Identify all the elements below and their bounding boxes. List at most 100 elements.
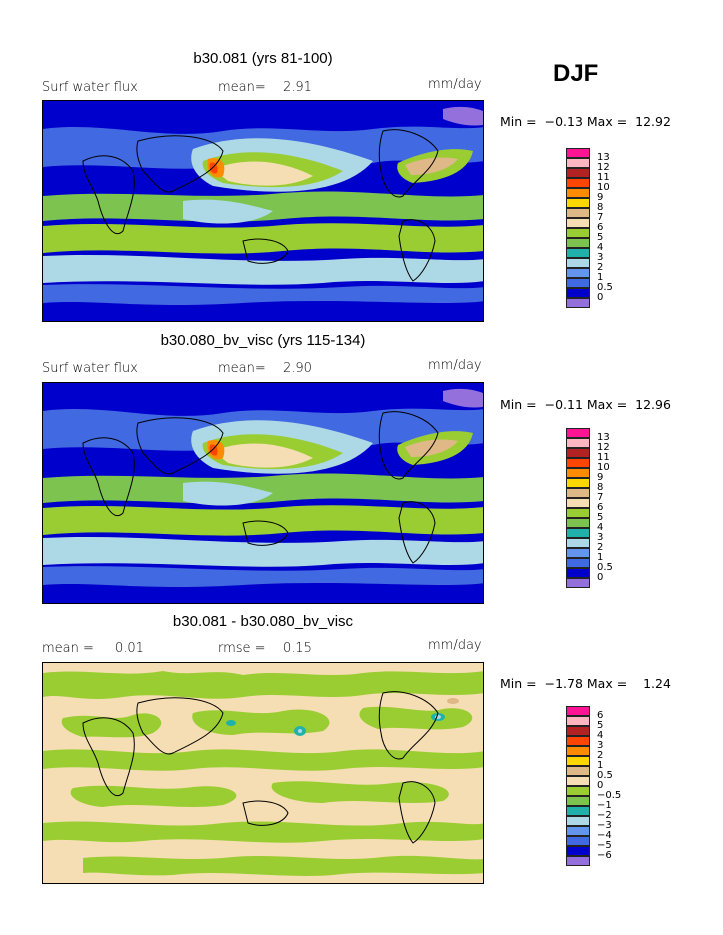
colorbar-swatch [566,438,590,448]
colorbar-swatch [566,766,590,776]
colorbar-label: 3 [597,740,604,751]
colorbar-swatch [566,836,590,846]
colorbar-swatch [566,706,590,716]
colorbar-label: 0.5 [597,770,613,781]
colorbar-label: 2 [597,262,604,273]
colorbar-label: −1 [597,800,612,811]
panel-1-min-label: Min = [500,114,537,129]
colorbar-label: 0 [597,572,604,583]
colorbar-swatch [566,208,590,218]
colorbar-swatch [566,786,590,796]
colorbar-label: 0 [597,780,604,791]
colorbar-label: 9 [597,192,604,203]
panel-1-minmax: Min = −0.13 Max = 12.92 [500,114,722,129]
panel-2-mean-value: 2.90 [283,361,312,376]
colorbar-swatch [566,288,590,298]
colorbar-label: −2 [597,810,612,821]
panel-1-mean-label: mean= [218,80,266,95]
panel-3-max-label: Max = [586,676,628,691]
panel-2-max-value: 12.96 [635,397,671,412]
colorbar-swatch [566,558,590,568]
colorbar-label: 3 [597,252,604,263]
panel-1-min-value: −0.13 [544,114,583,129]
colorbar-label: 1 [597,760,604,771]
colorbar-label: 13 [597,152,610,163]
colorbar-swatch [566,776,590,786]
panel-3-map-canvas [43,663,483,883]
panel-2-minmax: Min = −0.11 Max = 12.96 [500,397,722,412]
colorbar-swatch [566,578,590,588]
colorbar-swatch [566,816,590,826]
colorbar-swatch [566,488,590,498]
colorbar-label: 5 [597,512,604,523]
colorbar-swatch [566,498,590,508]
colorbar-label: 5 [597,720,604,731]
panel-2-min-value: −0.11 [544,397,583,412]
colorbar-swatch [566,158,590,168]
panel-3-rmse-label: rmse = [218,641,266,656]
colorbar-swatch [566,228,590,238]
colorbar-label: 13 [597,432,610,443]
colorbar-swatch [566,448,590,458]
colorbar-swatch [566,548,590,558]
panel-2-variable-label: Surf water flux [42,361,138,376]
colorbar-swatch [566,538,590,548]
colorbar-swatch [566,746,590,756]
colorbar-swatch [566,528,590,538]
panel-3-title: b30.081 - b30.080_bv_visc [172,613,354,630]
colorbar-swatch [566,198,590,208]
panel-3-units: mm/day [428,638,482,653]
panel-3-min-value: −1.78 [544,676,583,691]
colorbar-label: 2 [597,750,604,761]
colorbar-swatch [566,218,590,228]
colorbar-label: 1 [597,272,604,283]
panel-1-mean-value: 2.91 [283,80,312,95]
colorbar-label: 10 [597,462,610,473]
colorbar-label: −6 [597,850,612,861]
panel-1-max-value: 12.92 [635,114,671,129]
panel-3-map [42,662,484,884]
colorbar-swatch [566,716,590,726]
colorbar-swatch [566,846,590,856]
colorbar-label: −3 [597,820,612,831]
panel-1-map [42,100,484,322]
colorbar-swatch [566,238,590,248]
colorbar-label: 6 [597,710,604,721]
colorbar-label: 11 [597,172,610,183]
panel-1-title: b30.081 (yrs 81-100) [193,50,333,67]
colorbar-swatch [566,298,590,308]
season-label: DJF [553,60,599,87]
colorbar-label: 7 [597,212,604,223]
colorbar-swatch [566,258,590,268]
colorbar-label: 12 [597,442,610,453]
colorbar-swatch [566,518,590,528]
colorbar-label: 8 [597,482,604,493]
colorbar-swatch [566,568,590,578]
panel-2-map [42,382,484,604]
panel-3-max-value: 1.24 [643,676,671,691]
colorbar-label: 6 [597,222,604,233]
colorbar-label: 2 [597,542,604,553]
colorbar-label: 10 [597,182,610,193]
panel-2-units: mm/day [428,358,482,373]
colorbar-swatch [566,856,590,866]
colorbar-swatch [566,278,590,288]
panel-3-mean-value: 0.01 [115,641,144,656]
panel-2-title: b30.080_bv_visc (yrs 115-134) [160,332,366,349]
colorbar-swatch [566,826,590,836]
colorbar-label: 1 [597,552,604,563]
colorbar-swatch [566,248,590,258]
panel-2-min-label: Min = [500,397,537,412]
colorbar-swatch [566,458,590,468]
colorbar-label: −4 [597,830,612,841]
panel-3-mean-label: mean = [42,641,94,656]
panel-1-max-label: Max = [586,114,628,129]
colorbar-label: 8 [597,202,604,213]
colorbar-swatch [566,188,590,198]
colorbar-swatch [566,178,590,188]
colorbar-swatch [566,428,590,438]
colorbar-swatch [566,468,590,478]
panel-2-mean-label: mean= [218,361,266,376]
panel-2-max-label: Max = [586,397,628,412]
colorbar-label: 12 [597,162,610,173]
